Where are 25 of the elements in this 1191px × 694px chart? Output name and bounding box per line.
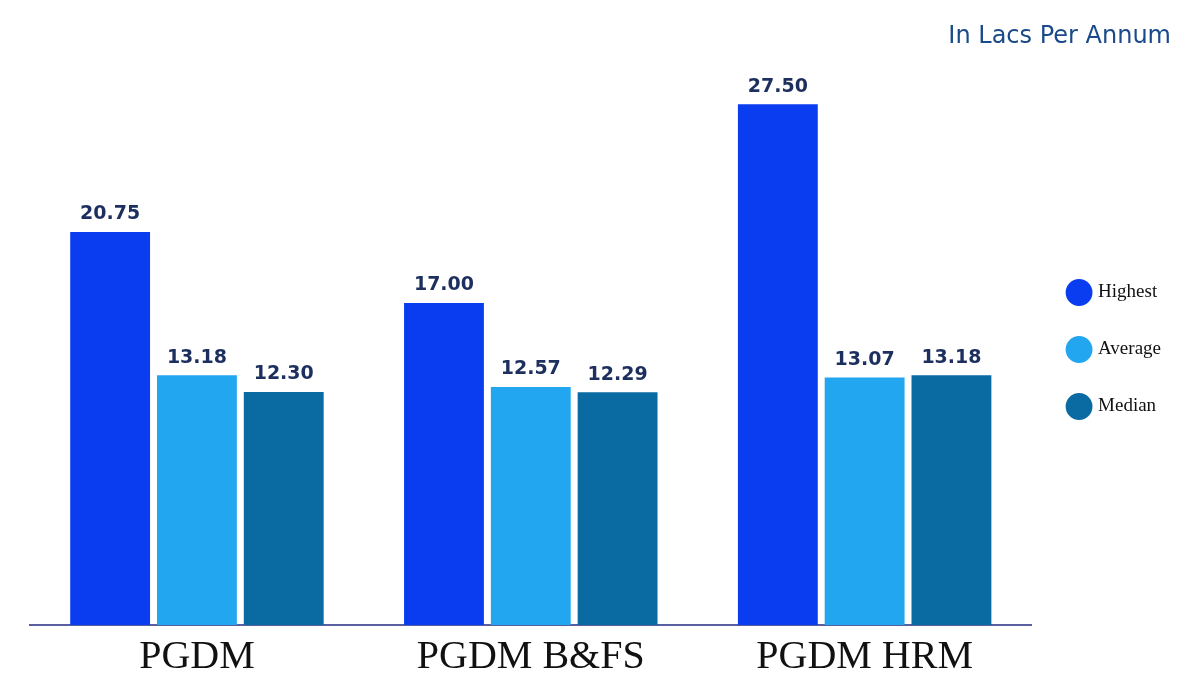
x-tick-label: PGDM HRM [756, 631, 973, 677]
data-label: 12.57 [500, 356, 561, 379]
x-tick-label: PGDM [139, 631, 255, 677]
legend-label: Highest [1098, 280, 1158, 302]
x-tick-label: PGDM B&FS [416, 631, 645, 677]
data-label: 13.18 [921, 344, 982, 367]
bar [70, 232, 151, 625]
bar [404, 303, 484, 625]
bar [157, 375, 237, 625]
chart-title: In Lacs Per Annum [948, 20, 1171, 49]
data-label: 27.50 [747, 73, 808, 96]
bar [577, 392, 658, 625]
data-label: 13.18 [166, 344, 227, 367]
bar [911, 375, 992, 625]
data-label: 13.07 [834, 346, 895, 369]
bar [490, 386, 571, 625]
bar [243, 392, 324, 625]
data-label: 17.00 [413, 272, 475, 295]
data-label: 12.30 [253, 361, 314, 384]
bar [737, 104, 818, 625]
bar [824, 377, 905, 625]
data-label: 20.75 [80, 201, 141, 224]
legend-label: Median [1098, 394, 1157, 416]
data-label: 12.29 [587, 361, 648, 384]
legend-label: Average [1098, 337, 1161, 359]
